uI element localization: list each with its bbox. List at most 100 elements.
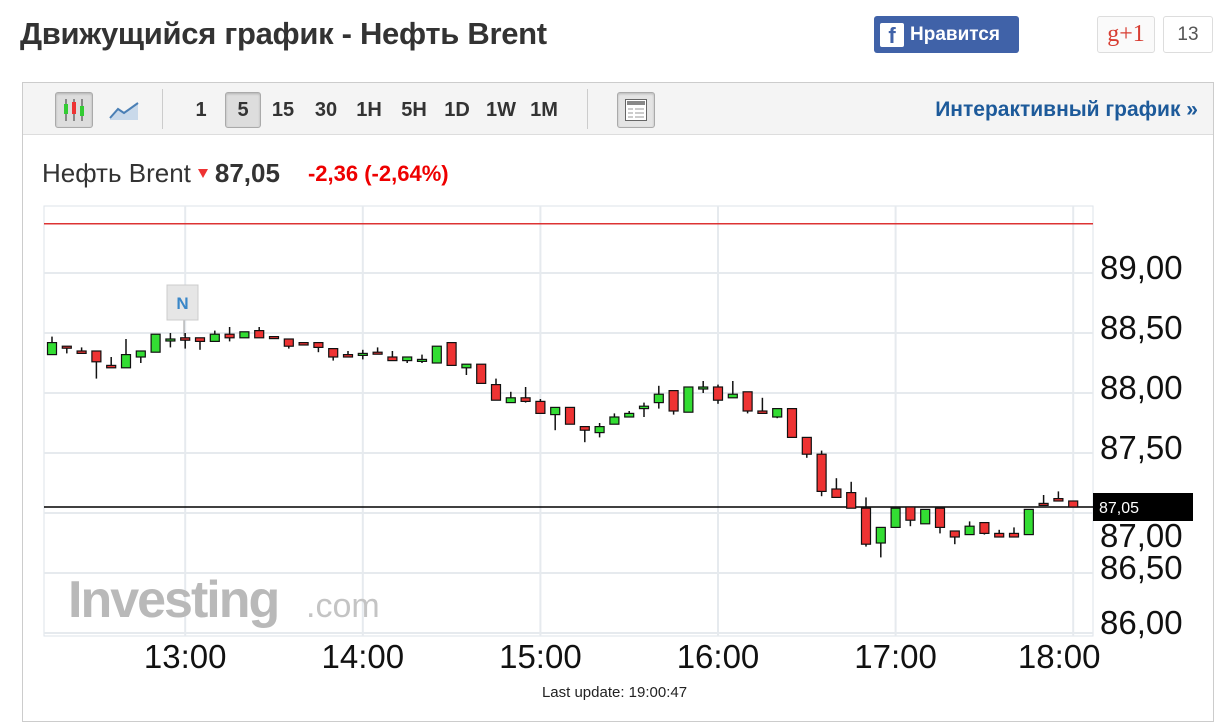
candle-body	[91, 350, 102, 363]
candle-body	[979, 521, 990, 534]
last-update: Last update: 19:00:47	[541, 684, 688, 701]
candle-body	[860, 507, 872, 545]
candle-body	[535, 400, 546, 414]
instrument-change: -2,36 (-2,64%)	[307, 160, 449, 186]
candlestick-icon	[64, 99, 84, 121]
interval-30[interactable]: 30	[314, 98, 338, 121]
candle-body	[283, 338, 294, 347]
instrument-price: 87,05	[214, 158, 280, 188]
interval-1M[interactable]: 1M	[530, 98, 558, 121]
candle-body	[313, 342, 324, 349]
candle-body	[209, 333, 220, 343]
candle-body	[949, 530, 960, 538]
y-tick-label: 88,50	[1100, 309, 1183, 346]
facebook-like-button[interactable]: f Нравится	[874, 16, 1019, 53]
current-price-tag-label: 87,05	[1099, 500, 1139, 517]
y-tick-label: 86,00	[1100, 604, 1183, 641]
down-arrow-icon	[197, 168, 208, 178]
plot-area	[43, 205, 1094, 637]
instrument-name: Нефть Brent	[42, 158, 191, 188]
candle-body	[757, 410, 768, 414]
candle-body	[239, 331, 250, 339]
candle-body	[564, 406, 576, 425]
candle-body	[594, 426, 605, 434]
candle-body	[431, 345, 442, 364]
candle-body	[135, 350, 146, 358]
y-tick-label: 87,50	[1100, 429, 1183, 466]
candle-body	[727, 393, 738, 399]
candle-body	[165, 338, 176, 342]
interval-1[interactable]: 1	[195, 98, 207, 121]
candle-body	[890, 507, 901, 529]
candle-body	[387, 356, 398, 362]
candle-body	[653, 393, 664, 404]
y-tick-label: 86,50	[1100, 549, 1183, 586]
google-plus-button[interactable]: g+1	[1097, 16, 1155, 53]
x-tick-label: 16:00	[677, 638, 760, 675]
candle-body	[609, 416, 620, 425]
candle-body	[402, 356, 413, 362]
x-tick-label: 17:00	[854, 638, 937, 675]
candle-body	[180, 337, 191, 341]
candle-body	[372, 351, 383, 355]
candle-body	[994, 532, 1005, 538]
candle-body	[120, 354, 132, 369]
x-tick-label: 13:00	[144, 638, 227, 675]
candle-body	[342, 354, 354, 358]
candle-body	[875, 526, 886, 544]
candle-body	[816, 453, 827, 493]
candle-body	[461, 363, 472, 369]
candle-body	[194, 337, 206, 342]
candle-body	[905, 506, 916, 521]
candle-body	[920, 508, 931, 525]
candle-body	[490, 384, 502, 401]
toolbar-divider	[587, 89, 588, 129]
candle-body	[254, 330, 265, 339]
table-view-button[interactable]	[617, 92, 655, 128]
watermark-brand: Investing	[68, 571, 278, 629]
candle-body	[683, 386, 694, 413]
candle-body	[520, 397, 531, 402]
candle-body	[76, 350, 87, 354]
page-title: Движущийся график - Нефть Brent	[20, 16, 547, 51]
candle-body	[550, 406, 561, 416]
interactive-chart-link[interactable]: Интерактивный график »	[935, 98, 1198, 121]
candle-body	[786, 408, 798, 439]
candle-body	[150, 333, 161, 353]
interval-5H[interactable]: 5H	[401, 98, 427, 121]
candle-body	[801, 436, 812, 455]
interval-5[interactable]: 5	[225, 92, 261, 128]
interval-1H[interactable]: 1H	[356, 98, 382, 121]
candle-body	[579, 426, 590, 431]
investing-watermark: Investing .com	[68, 571, 380, 629]
y-tick-label: 89,00	[1100, 249, 1183, 286]
y-tick-label: 87,00	[1100, 517, 1183, 554]
facebook-like-label: Нравится	[910, 23, 1000, 45]
interval-1W[interactable]: 1W	[486, 98, 516, 121]
candle-body	[61, 345, 72, 349]
toolbar-divider	[162, 89, 163, 129]
candle-body	[712, 386, 724, 401]
table-icon	[625, 99, 647, 121]
interval-15[interactable]: 15	[271, 98, 295, 121]
candle-body	[624, 412, 635, 418]
chart-toolbar: 1 5 15 30 1H 5H 1D 1W 1M Интерактивный график »	[23, 83, 1213, 135]
candle-body	[1023, 508, 1034, 536]
candle-body	[476, 363, 487, 385]
candle-body	[742, 391, 753, 412]
candlestick-chart-button[interactable]	[55, 92, 93, 128]
instrument-quote: Нефть Brent 87,05 -2,36 (-2,64%)	[42, 158, 449, 189]
candle-body	[1068, 500, 1079, 508]
news-marker[interactable]: N	[166, 284, 199, 336]
watermark-suffix: .com	[306, 587, 380, 625]
candle-body	[106, 364, 117, 369]
candle-body	[638, 405, 650, 410]
candle-body	[446, 342, 457, 367]
interval-1D[interactable]: 1D	[444, 98, 470, 121]
candle-body	[357, 352, 368, 356]
line-chart-button[interactable]	[107, 92, 141, 128]
candle-body	[505, 397, 516, 404]
candle-body	[846, 492, 857, 509]
line-chart-icon	[109, 102, 139, 120]
